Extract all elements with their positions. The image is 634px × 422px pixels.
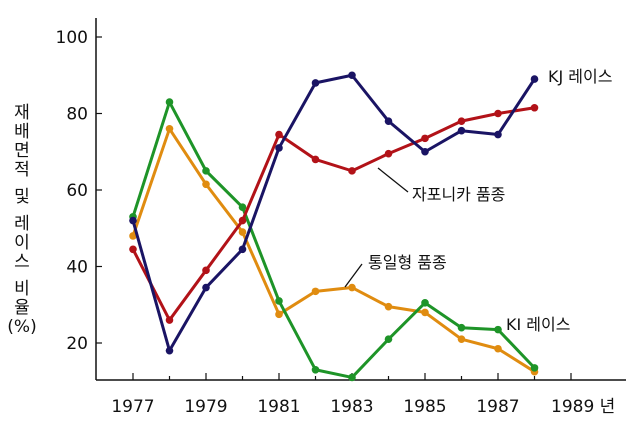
data-point	[494, 130, 502, 139]
data-point	[238, 245, 247, 254]
x-tick-label: 1983	[330, 397, 373, 417]
data-point	[129, 216, 137, 225]
data-point	[494, 325, 502, 334]
x-tick-label: 1981	[257, 397, 300, 417]
data-point	[348, 167, 356, 175]
data-point	[348, 71, 356, 80]
data-point	[530, 103, 539, 112]
series-label: KJ 레이스	[548, 67, 612, 86]
y-axis-label-char: 배	[14, 122, 30, 142]
x-tick-label: 1979	[184, 397, 227, 417]
series-label: 자포니카 품종	[412, 185, 505, 204]
y-tick-label: 60	[66, 181, 88, 201]
y-axis-label-char: 율	[14, 298, 30, 318]
series-annotation: KI 레이스	[506, 315, 570, 334]
x-tick-label: 1985	[403, 397, 446, 417]
series-label: KI 레이스	[506, 315, 570, 334]
y-tick-label: 20	[66, 334, 88, 354]
data-point	[202, 266, 210, 275]
y-tick-label: 80	[66, 105, 88, 125]
series-annotation: 자포니카 품종	[377, 167, 505, 204]
data-point	[384, 117, 393, 125]
data-point	[202, 167, 210, 175]
y-axis-label-char: 스	[14, 252, 30, 272]
y-axis-label-char: (%)	[7, 317, 36, 337]
series-0	[129, 71, 539, 355]
data-point	[494, 109, 502, 118]
data-point	[421, 299, 429, 307]
data-point	[275, 310, 283, 319]
data-point	[421, 147, 429, 156]
data-point	[165, 346, 174, 355]
y-tick-label: 40	[66, 258, 88, 278]
data-point	[165, 125, 174, 133]
y-axis-label-char: 및	[14, 187, 30, 207]
y-axis-label-char: 이	[14, 233, 30, 253]
series-label: 통일형 품종	[368, 253, 447, 272]
y-axis-label-char: 비	[14, 279, 30, 299]
series-line	[131, 73, 536, 353]
axes: 20 40 60 80 100 1977 1979 1981 1983 1985 1987 1989 …	[56, 18, 626, 417]
data-point	[421, 134, 429, 143]
data-point	[238, 228, 247, 236]
data-point	[238, 203, 247, 212]
x-tick-label: 1977	[111, 397, 154, 417]
data-point	[530, 364, 539, 372]
data-point	[384, 302, 393, 311]
y-axis-label-char: 레	[14, 214, 30, 234]
series-line	[131, 127, 536, 373]
data-point	[165, 98, 174, 106]
series-annotation: 통일형 품종	[344, 253, 447, 288]
data-point	[311, 287, 320, 296]
data-point	[494, 344, 502, 353]
data-point	[311, 155, 320, 164]
data-point	[311, 79, 320, 87]
data-point	[457, 335, 466, 343]
series-1	[129, 103, 539, 324]
leader-line	[377, 167, 409, 193]
data-point	[421, 308, 429, 317]
y-axis-label-char: 면	[14, 141, 30, 161]
data-point	[311, 365, 320, 374]
series-2	[129, 125, 539, 376]
series-line	[131, 106, 535, 322]
data-point	[457, 323, 466, 332]
data-point	[384, 335, 393, 343]
data-point	[202, 283, 210, 292]
y-axis-label-char: 재	[14, 103, 30, 123]
data-point	[129, 232, 137, 240]
x-tick-label: 1989 년	[551, 397, 615, 417]
data-point	[129, 245, 137, 254]
data-point	[165, 316, 174, 324]
data-point	[457, 117, 466, 125]
x-tick-label: 1987	[476, 397, 519, 417]
y-tick-label: 100	[56, 28, 88, 48]
series-3	[129, 98, 539, 382]
data-point	[275, 297, 283, 305]
data-point	[348, 373, 356, 382]
data-point	[348, 283, 356, 292]
data-point	[275, 130, 283, 139]
y-axis-label-char: 적	[14, 160, 30, 180]
series-annotation: KJ 레이스	[548, 67, 612, 86]
series-line	[131, 100, 536, 379]
leader-line	[344, 263, 363, 288]
data-point	[384, 149, 393, 158]
data-point	[275, 144, 283, 152]
data-point	[238, 216, 247, 225]
data-point	[530, 75, 539, 83]
series-layer	[129, 71, 539, 382]
data-point	[202, 180, 210, 189]
data-point	[457, 126, 466, 135]
